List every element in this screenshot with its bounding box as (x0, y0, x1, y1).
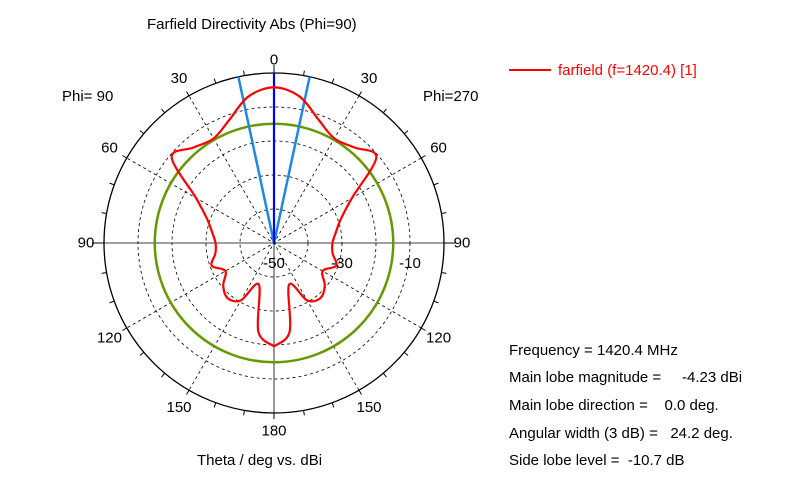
angle-tick-label: 120 (97, 330, 122, 347)
angle-tick (331, 78, 335, 84)
angle-tick (109, 182, 115, 186)
angle-tick (433, 300, 439, 304)
angle-tick (161, 108, 166, 114)
frequency-readout: Frequency = 1420.4 MHz (509, 342, 678, 359)
angle-tick-label: 150 (166, 399, 191, 416)
angle-tick (243, 70, 245, 76)
main-lobe-direction-readout: Main lobe direction = 0.0 deg. (509, 397, 719, 414)
angle-tick (101, 272, 107, 274)
angle-tick (441, 272, 447, 274)
series-line (170, 86, 378, 348)
radial-tick-label: -10 (399, 255, 421, 272)
angle-tick-label: 90 (454, 235, 471, 252)
angle-tick (139, 130, 145, 135)
angle-tick (139, 351, 145, 356)
angle-tick (186, 91, 190, 97)
angle-tick (331, 402, 335, 408)
angle-tick (382, 108, 387, 114)
x-axis-label: Theta / deg vs. dBi (197, 452, 323, 469)
angle-tick (186, 389, 190, 395)
angle-tick (122, 327, 128, 331)
angle-tick (243, 410, 245, 416)
angle-tick (382, 372, 387, 378)
angle-tick-label: 180 (261, 423, 286, 440)
angle-tick-label: 90 (78, 235, 95, 252)
plot-markers (153, 73, 395, 364)
left-half-label: Phi= 90 (62, 88, 114, 105)
angle-tick-label: 60 (430, 140, 447, 157)
right-half-label: Phi=270 (423, 88, 479, 105)
angle-tick-label: 30 (171, 70, 188, 87)
angle-tick (213, 402, 217, 408)
angle-tick (122, 155, 128, 159)
angle-tick (101, 212, 107, 214)
angle-tick (358, 389, 362, 395)
radial-tick-label: -30 (331, 255, 353, 272)
angle-tick (433, 182, 439, 186)
angle-tick (403, 351, 409, 356)
legend-label: farfield (f=1420.4) [1] (558, 62, 697, 79)
axis-labels: 0 30 30 60 60 90 90 120 120 150 150 180 -50 -30 -10 (78, 52, 471, 440)
angle-tick-label: 150 (356, 399, 381, 416)
beamwidth-line (237, 76, 276, 244)
side-lobe-level-readout: Side lobe level = -10.7 dB (509, 452, 685, 469)
radial-tick-label: -50 (263, 255, 285, 272)
legend: farfield (f=1420.4) [1] (509, 62, 697, 79)
angle-tick (358, 91, 362, 97)
angular-width-readout: Angular width (3 dB) = 24.2 deg. (509, 425, 733, 442)
angle-tick (161, 372, 166, 378)
beamwidth-line (272, 76, 311, 244)
angle-tick (441, 212, 447, 214)
angle-tick (213, 78, 217, 84)
angle-tick-label: 30 (361, 70, 378, 87)
angle-tick-label: 120 (426, 330, 451, 347)
angle-tick (109, 300, 115, 304)
angle-tick-label: 0 (270, 52, 278, 69)
series-layer (170, 86, 378, 348)
angle-tick (420, 327, 426, 331)
angle-tick (303, 410, 305, 416)
angle-tick (303, 70, 305, 76)
main-lobe-magnitude-readout: Main lobe magnitude = -4.23 dBi (509, 369, 743, 386)
chart-title: Farfield Directivity Abs (Phi=90) (147, 16, 357, 33)
angle-tick (403, 130, 409, 135)
angle-tick (420, 155, 426, 159)
angle-tick-label: 60 (101, 140, 118, 157)
